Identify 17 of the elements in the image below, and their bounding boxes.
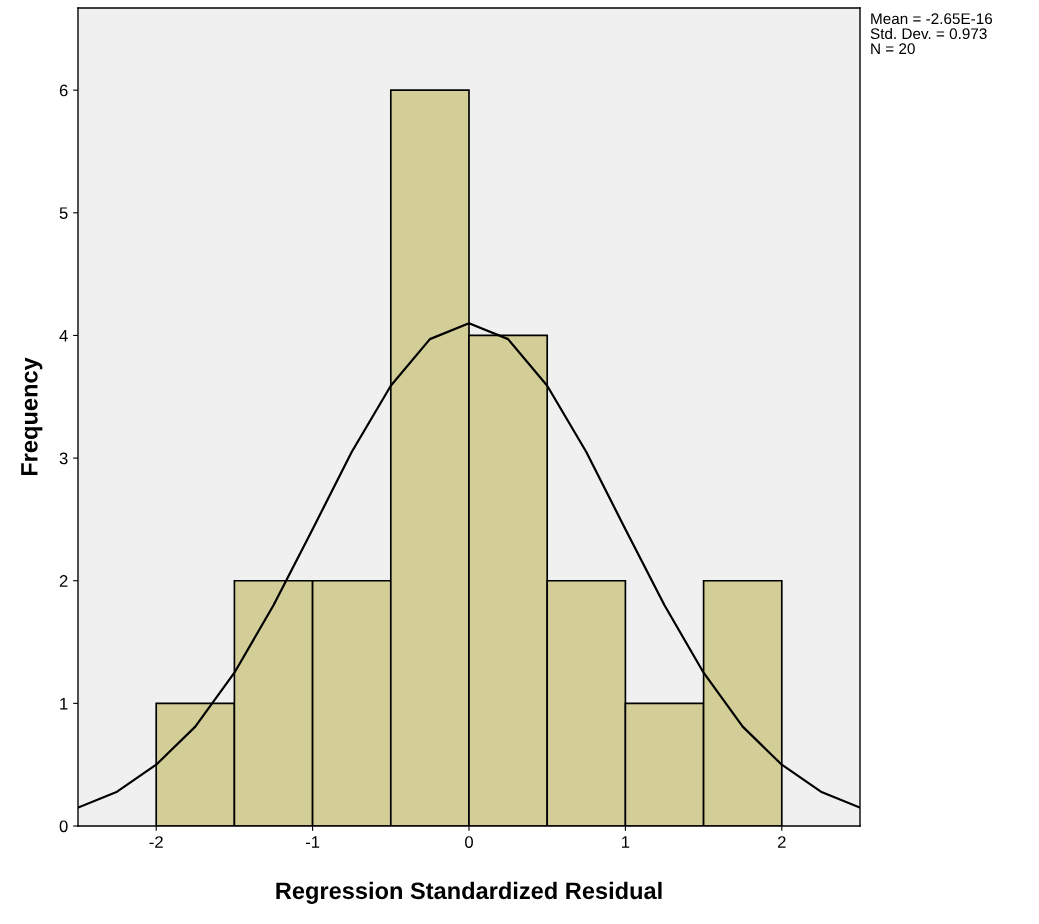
x-tick-label: 0 xyxy=(465,836,473,848)
y-tick-label: 3 xyxy=(59,452,68,465)
y-tick-label: 1 xyxy=(60,697,68,710)
y-tick-label: 4 xyxy=(59,330,68,342)
text: N = 20 xyxy=(871,43,915,55)
y-tick-label: 6 xyxy=(59,84,68,97)
y-tick-label: 0 xyxy=(59,820,68,833)
x-tick-label: 1 xyxy=(622,836,630,848)
text: Std. Dev. = 0.973 xyxy=(870,27,987,40)
y-tick-label: 2 xyxy=(59,575,68,587)
x-tick-label: -1 xyxy=(305,836,320,848)
y-axis-title: Frequency xyxy=(21,357,43,476)
x-tick-label: 2 xyxy=(778,836,786,848)
y-tick-label: 5 xyxy=(59,207,68,220)
x-axis-title: Regression Standardized Residual xyxy=(276,881,662,904)
text: Mean = -2.65E-16 xyxy=(871,13,993,25)
x-tick-label: -2 xyxy=(149,836,163,848)
